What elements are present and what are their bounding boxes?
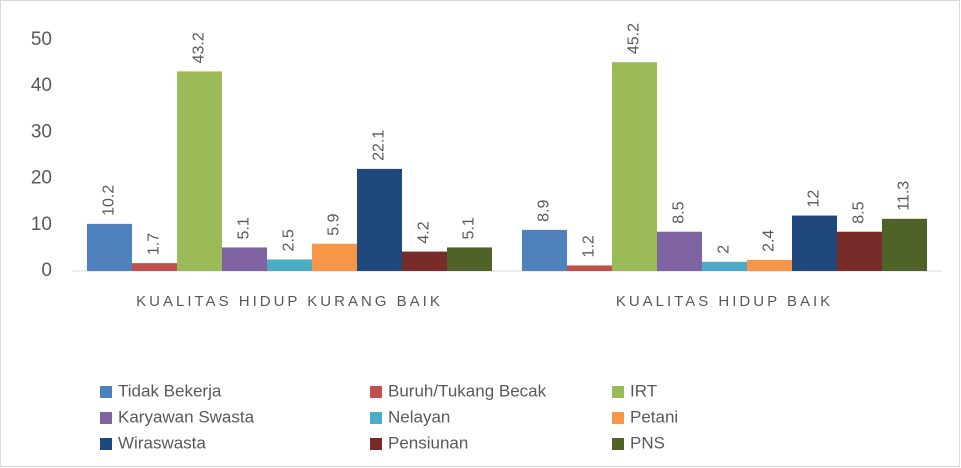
bar xyxy=(177,71,222,271)
data-label: 8.9 xyxy=(536,200,553,222)
data-label: 2 xyxy=(716,245,733,254)
bar xyxy=(87,223,132,271)
data-label: 12 xyxy=(806,190,823,208)
bar xyxy=(357,168,402,271)
legend-label: Wiraswasta xyxy=(118,433,206,452)
legend-swatch xyxy=(612,438,624,450)
legend-swatch xyxy=(370,386,382,398)
bar xyxy=(702,261,747,271)
y-tick-label: 30 xyxy=(31,121,52,142)
bar xyxy=(132,263,177,271)
data-label: 1.2 xyxy=(581,235,598,257)
data-label: 43.2 xyxy=(191,32,208,63)
y-tick-label: 10 xyxy=(31,214,52,235)
legend-swatch xyxy=(612,412,624,424)
x-tick-label: KUALITAS HIDUP BAIK xyxy=(616,293,833,310)
data-label: 1.7 xyxy=(146,233,163,255)
y-tick-label: 0 xyxy=(41,260,52,281)
data-label: 5.1 xyxy=(236,217,253,239)
bar xyxy=(747,259,792,271)
bar xyxy=(522,229,567,271)
data-label: 5.1 xyxy=(461,217,478,239)
data-label: 4.2 xyxy=(416,221,433,243)
bar xyxy=(837,231,882,271)
legend-swatch xyxy=(370,438,382,450)
legend-swatch xyxy=(100,438,112,450)
legend-label: Nelayan xyxy=(388,407,450,426)
bar xyxy=(657,231,702,271)
data-label: 2.4 xyxy=(761,230,778,252)
data-label: 5.9 xyxy=(326,213,343,235)
legend-swatch xyxy=(100,412,112,424)
bar xyxy=(447,247,492,271)
y-tick-label: 50 xyxy=(31,29,52,50)
legend-swatch xyxy=(612,386,624,398)
bar xyxy=(267,259,312,271)
bar xyxy=(402,251,447,271)
legend-label: IRT xyxy=(630,381,657,400)
bar xyxy=(312,243,357,271)
y-tick-label: 20 xyxy=(31,168,52,189)
x-tick-label: KUALITAS HIDUP KURANG BAIK xyxy=(136,293,443,310)
data-label: 45.2 xyxy=(626,23,643,54)
bar xyxy=(882,218,927,271)
legend-label: Karyawan Swasta xyxy=(118,407,255,426)
legend-swatch xyxy=(100,386,112,398)
legend-label: Tidak Bekerja xyxy=(118,381,222,400)
y-tick-label: 40 xyxy=(31,75,52,96)
legend-label: Buruh/Tukang Becak xyxy=(388,381,547,400)
bar xyxy=(792,215,837,271)
bar xyxy=(222,247,267,271)
legend-label: Pensiunan xyxy=(388,433,468,452)
data-label: 8.5 xyxy=(671,201,688,223)
legend-swatch xyxy=(370,412,382,424)
data-label: 11.3 xyxy=(896,181,913,211)
data-label: 8.5 xyxy=(851,201,868,223)
data-label: 2.5 xyxy=(281,229,298,251)
data-label: 10.2 xyxy=(101,185,118,216)
legend-label: Petani xyxy=(630,407,678,426)
bar xyxy=(612,62,657,272)
data-label: 22.1 xyxy=(371,130,388,161)
legend-label: PNS xyxy=(630,433,665,452)
bar xyxy=(567,265,612,271)
